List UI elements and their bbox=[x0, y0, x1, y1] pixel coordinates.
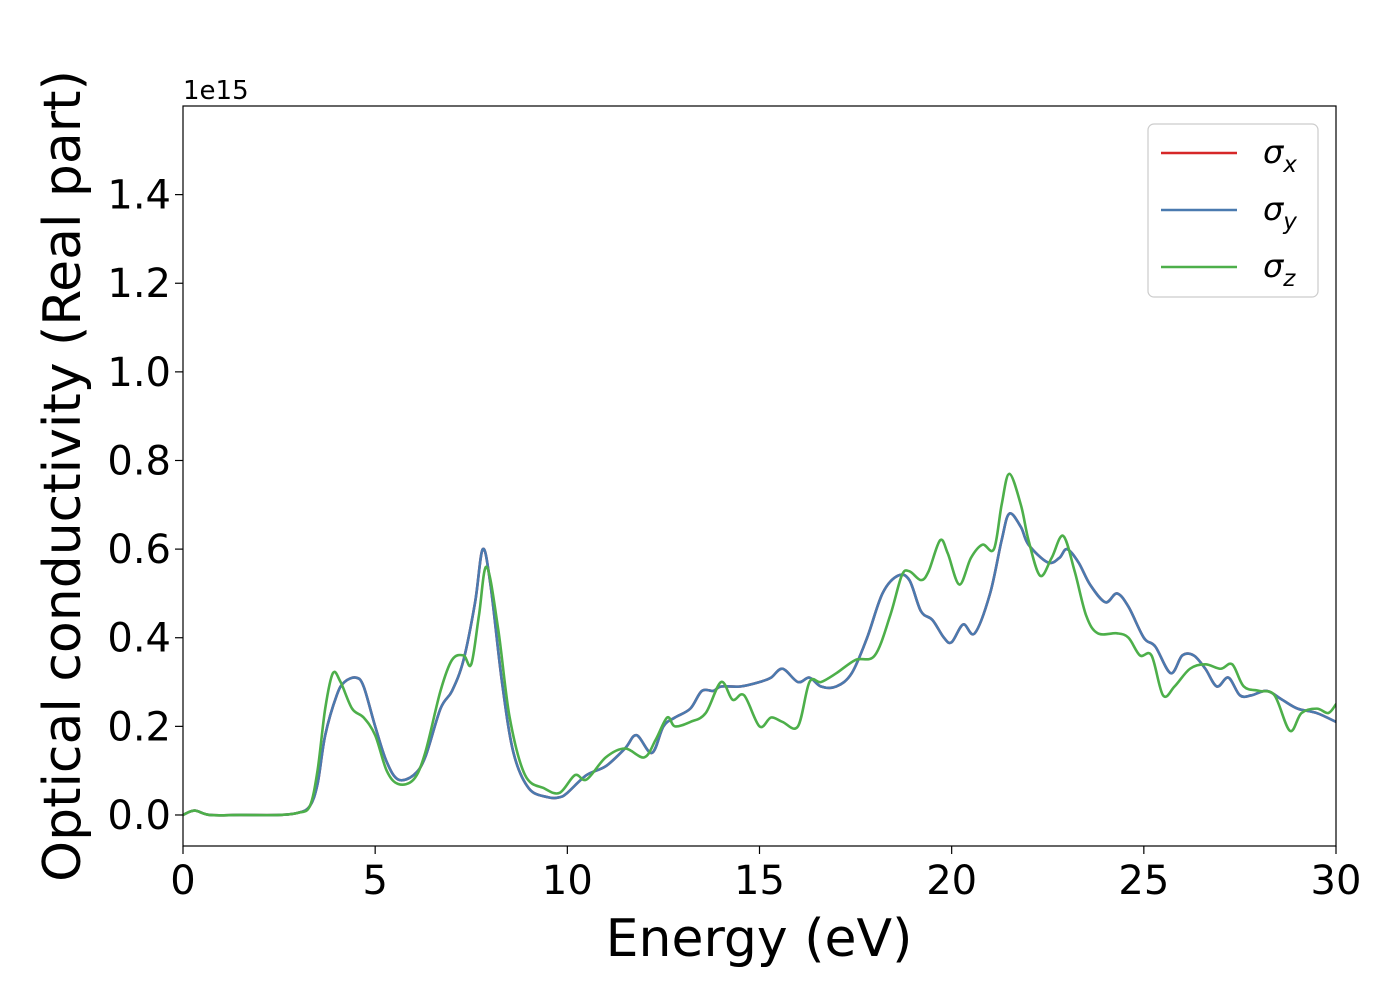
y-axis-ticks: 0.0 0.2 0.4 0.6 0.8 1.0 1.2 1.4 bbox=[107, 173, 183, 839]
series-layer bbox=[183, 472, 1336, 817]
y-tick-label: 0.4 bbox=[107, 616, 171, 662]
y-tick-label: 0.2 bbox=[107, 704, 171, 750]
y-axis-label: Optical conductivity (Real part) bbox=[33, 70, 93, 882]
x-axis-ticks: 0 5 10 15 20 25 30 bbox=[170, 846, 1361, 904]
y-tick-label: 0.6 bbox=[107, 527, 171, 573]
x-tick-label: 0 bbox=[170, 858, 195, 904]
y-tick-label: 1.4 bbox=[107, 173, 171, 219]
y-tick-label: 0.0 bbox=[107, 793, 171, 839]
y-offset-label: 1e15 bbox=[183, 76, 249, 106]
x-tick-label: 5 bbox=[362, 858, 387, 904]
legend-item-sigma-y: σy bbox=[1161, 190, 1297, 235]
y-tick-label: 1.0 bbox=[107, 350, 171, 396]
x-tick-label: 30 bbox=[1311, 858, 1362, 904]
y-tick-label: 1.2 bbox=[107, 261, 171, 307]
series-line-sigma-y bbox=[183, 512, 1336, 817]
x-tick-label: 20 bbox=[926, 858, 977, 904]
series-line-sigma-z bbox=[183, 472, 1336, 817]
x-axis-label: Energy (eV) bbox=[606, 909, 913, 969]
x-tick-label: 25 bbox=[1118, 858, 1169, 904]
x-tick-label: 15 bbox=[734, 858, 785, 904]
y-tick-label: 0.8 bbox=[107, 438, 171, 484]
x-tick-label: 10 bbox=[542, 858, 593, 904]
